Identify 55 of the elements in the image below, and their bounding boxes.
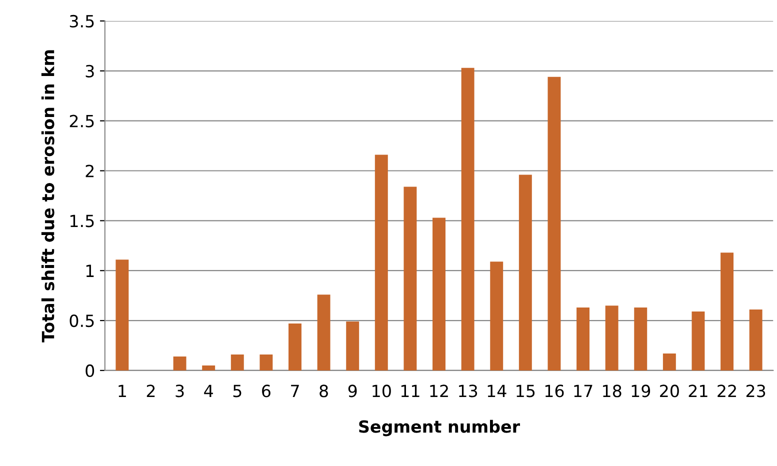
x-tick-label: 16 xyxy=(545,384,564,398)
bar xyxy=(749,310,762,370)
bar xyxy=(692,312,705,370)
x-axis-title: Segment number xyxy=(359,420,520,436)
x-tick-label: 20 xyxy=(660,384,679,398)
bar xyxy=(576,308,590,370)
bar xyxy=(260,354,273,370)
bar xyxy=(173,356,186,370)
x-tick-label: 14 xyxy=(488,384,506,398)
x-tick-label: 9 xyxy=(348,384,357,398)
x-tick-label: 11 xyxy=(401,384,420,398)
y-axis-title: Total shift due to erosion in km xyxy=(41,50,54,342)
x-tick-label: 1 xyxy=(118,384,126,398)
x-tick-label: 15 xyxy=(516,384,535,398)
y-tick-label: 1.5 xyxy=(70,214,94,228)
y-tick-label: 1 xyxy=(86,264,94,277)
x-tick-label: 21 xyxy=(688,384,708,398)
x-tick-label: 23 xyxy=(746,384,766,398)
bar xyxy=(548,76,561,370)
y-tick-label: 2.5 xyxy=(70,114,94,128)
bar xyxy=(432,218,446,370)
x-tick-label: 22 xyxy=(718,384,736,398)
x-tick-label: 10 xyxy=(372,384,391,398)
x-tick-label: 18 xyxy=(603,384,622,398)
x-tick-label: 8 xyxy=(320,384,328,398)
bar xyxy=(518,174,532,370)
y-tick-label: 3.5 xyxy=(70,14,94,28)
bar xyxy=(116,260,129,370)
bar xyxy=(634,308,648,370)
x-tick-label: 19 xyxy=(632,384,650,398)
x-tick-label: 4 xyxy=(204,384,213,398)
y-tick-label: 0 xyxy=(86,364,94,378)
bar xyxy=(404,186,417,370)
x-tick-label: 6 xyxy=(262,384,270,398)
x-tick-label: 12 xyxy=(430,384,448,398)
bar xyxy=(374,154,388,370)
bar xyxy=(202,365,216,370)
x-tick-label: 5 xyxy=(233,384,242,398)
y-tick-label: 0.5 xyxy=(70,314,94,328)
bar xyxy=(490,262,504,370)
bar xyxy=(288,324,302,370)
y-tick-label: 2 xyxy=(86,164,94,178)
bar xyxy=(346,322,360,370)
x-tick-label: 3 xyxy=(176,384,184,398)
x-tick-label: 2 xyxy=(146,384,155,398)
y-tick-label: 3 xyxy=(86,64,94,78)
x-tick-label: 13 xyxy=(459,384,478,398)
bar xyxy=(461,68,474,370)
bar xyxy=(317,294,330,370)
bar xyxy=(605,306,618,370)
x-tick-label: 17 xyxy=(574,384,592,398)
bar xyxy=(662,353,676,370)
x-tick-label: 7 xyxy=(291,384,299,398)
bar xyxy=(230,354,244,370)
bar xyxy=(720,252,734,370)
